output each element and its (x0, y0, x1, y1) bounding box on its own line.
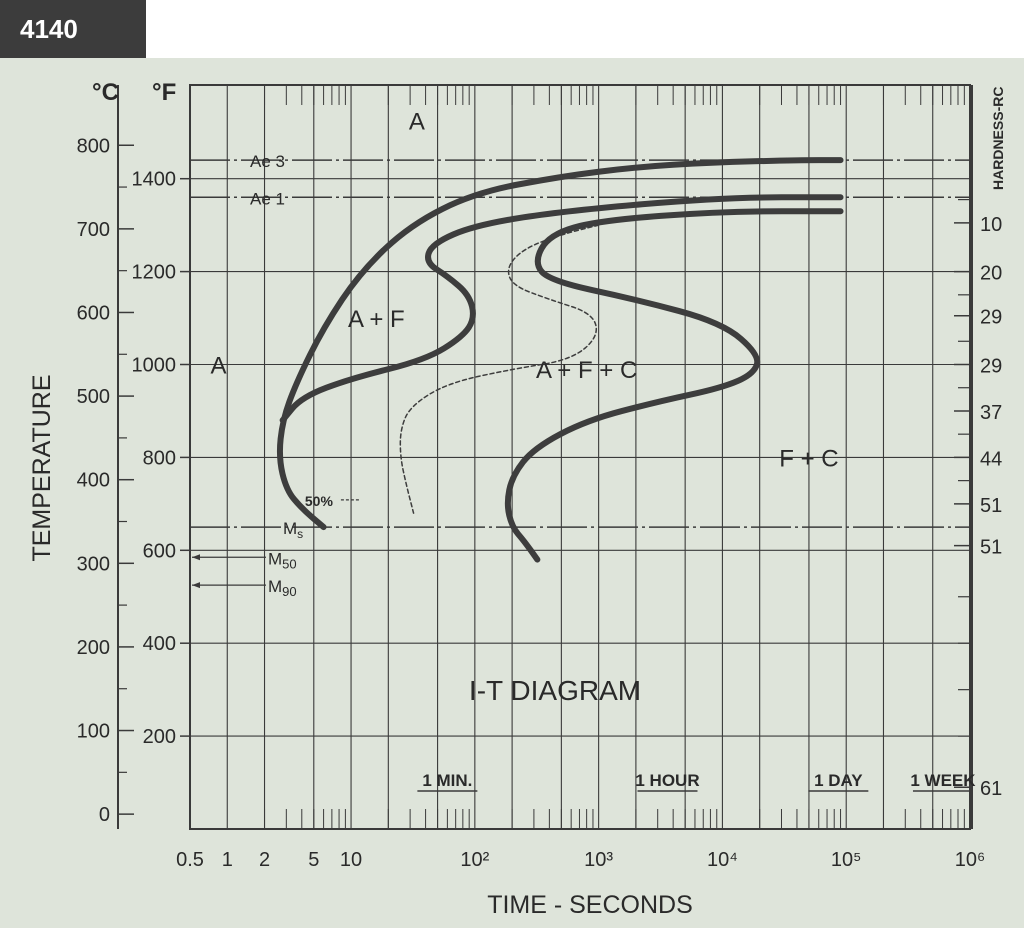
fahrenheit-tick-label: 800 (143, 447, 176, 469)
time-marker-label: 1 MIN. (422, 771, 472, 790)
x-tick-label: 2 (259, 849, 270, 871)
steel-grade-label: 4140 (20, 14, 78, 44)
celsius-tick-label: 300 (77, 553, 110, 575)
hardness-value: 51 (980, 537, 1002, 559)
fahrenheit-tick-label: 1000 (132, 355, 177, 377)
transformation-curve-3 (504, 208, 844, 563)
y-axis-title: TEMPERATURE (28, 374, 56, 561)
hardness-value: 37 (980, 402, 1002, 424)
chart-labels: A A A + F A + F + C F + C 50% I-T DIAGRAM (211, 109, 839, 706)
fifty-percent-curve (399, 224, 600, 514)
x-tick-label: 10³ (584, 849, 613, 871)
arrow-label: M50 (268, 549, 297, 571)
time-marker-label: 1 WEEK (910, 771, 976, 790)
celsius-tick-label: 0 (99, 804, 110, 826)
region-label: 50% (305, 493, 334, 509)
chart-title: I-T DIAGRAM (469, 675, 641, 706)
hardness-value: 29 (980, 356, 1002, 378)
hardness-value: 10 (980, 214, 1002, 236)
hardness-value: 44 (980, 448, 1002, 470)
region-label: A (409, 109, 425, 136)
steel-grade-tab: 4140 (0, 0, 146, 58)
reference-line-label: Ms (283, 519, 303, 541)
reference-line-label: Ae 1 (250, 189, 285, 208)
fahrenheit-unit-label: °F (152, 79, 176, 106)
x-tick-label: 10⁴ (707, 849, 738, 871)
x-tick-label: 5 (308, 849, 319, 871)
hardness-value: 51 (980, 495, 1002, 517)
celsius-unit-label: °C (92, 79, 119, 106)
x-tick-label: 10⁵ (831, 849, 862, 871)
reference-line-label: Ae 3 (250, 152, 285, 171)
hardness-value: 20 (980, 263, 1002, 285)
x-tick-label: 0.5 (176, 849, 204, 871)
axes: 200 400 600 800 1000 1200 1400 0 100 200 300 400 500… (28, 79, 1006, 919)
hardness-axis-title: HARDNESS-RC (990, 87, 1006, 190)
region-label: A + F + C (536, 357, 637, 384)
celsius-tick-label: 800 (77, 135, 110, 157)
fahrenheit-tick-label: 1200 (132, 262, 177, 284)
time-marker-label: 1 HOUR (635, 771, 699, 790)
celsius-tick-label: 400 (77, 470, 110, 492)
celsius-tick-label: 500 (77, 386, 110, 408)
hardness-value: 29 (980, 307, 1002, 329)
fahrenheit-tick-label: 1400 (132, 169, 177, 191)
hardness-value: 61 (980, 778, 1002, 800)
transformation-curves (276, 157, 844, 563)
x-axis-title: TIME - SECONDS (487, 891, 693, 919)
time-marker-label: 1 DAY (814, 771, 863, 790)
fahrenheit-tick-label: 400 (143, 633, 176, 655)
transformation-curve-1 (276, 157, 844, 531)
celsius-tick-label: 100 (77, 721, 110, 743)
transformation-curve-2 (279, 194, 844, 424)
arrow-head (192, 582, 200, 589)
region-label: F + C (779, 445, 838, 472)
x-tick-label: 1 (222, 849, 233, 871)
arrow-head (192, 554, 200, 561)
celsius-tick-label: 600 (77, 302, 110, 324)
x-tick-label: 10 (340, 849, 362, 871)
region-label: A + F (348, 306, 405, 333)
celsius-tick-label: 200 (77, 637, 110, 659)
region-label: A (211, 353, 227, 380)
arrow-label: M90 (268, 577, 297, 599)
fahrenheit-tick-label: 600 (143, 540, 176, 562)
celsius-tick-label: 700 (77, 219, 110, 241)
fahrenheit-tick-label: 200 (143, 726, 176, 748)
x-tick-label: 10² (460, 849, 489, 871)
x-tick-label: 10⁶ (955, 849, 985, 871)
